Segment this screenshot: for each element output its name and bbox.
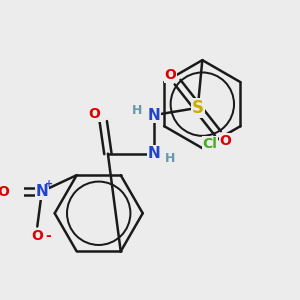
Text: -: -: [45, 229, 51, 243]
Text: O: O: [31, 229, 43, 243]
Text: H: H: [132, 104, 142, 117]
Text: Cl: Cl: [202, 136, 217, 151]
Text: O: O: [219, 134, 231, 148]
Text: O: O: [164, 68, 176, 82]
Text: N: N: [147, 108, 160, 123]
Text: S: S: [192, 99, 204, 117]
Text: N: N: [147, 146, 160, 161]
Text: O: O: [88, 107, 100, 121]
Text: N: N: [35, 184, 48, 199]
Text: H: H: [165, 152, 175, 165]
Text: O: O: [0, 185, 9, 199]
Text: +: +: [45, 179, 53, 189]
